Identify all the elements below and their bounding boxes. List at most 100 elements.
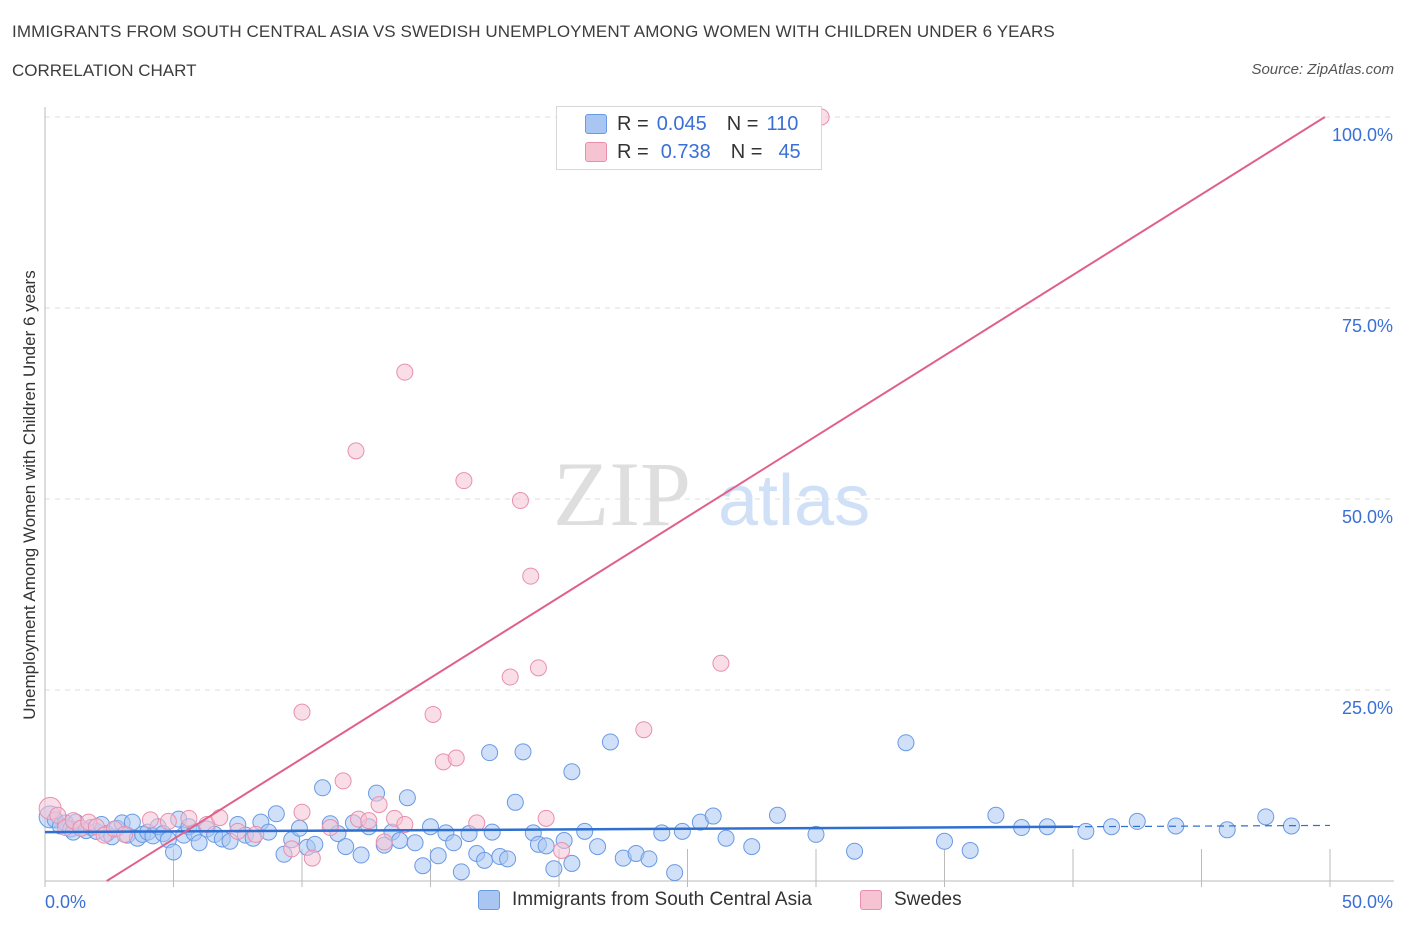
swedes-point-29 (447, 749, 465, 767)
y-axis-label: Unemployment Among Women with Children U… (20, 270, 39, 720)
immigrants-point-77 (545, 860, 563, 878)
swedes-point-1 (49, 806, 67, 824)
series-swedes-points (38, 108, 830, 867)
swedes-point-11 (159, 812, 177, 830)
immigrants-point-98 (936, 832, 953, 850)
swedes-point-43 (396, 363, 414, 381)
swedes-point-20 (321, 819, 339, 837)
immigrants-point-25 (165, 843, 182, 861)
swedes-point-38 (712, 654, 730, 672)
immigrants-point-89 (673, 822, 691, 840)
source-credit: Source: ZipAtlas.com (1251, 61, 1394, 78)
x-tick-label-1: 50.0% (1342, 892, 1393, 912)
swedes-point-41 (455, 472, 473, 490)
trend-lines (44, 116, 1331, 882)
immigrants-point-59 (414, 857, 432, 875)
swedes-point-9 (116, 825, 134, 843)
immigrants-point-97 (897, 734, 915, 752)
legend-n-value: 45 (778, 140, 801, 163)
immigrants-point-56 (391, 832, 409, 850)
immigrants-point-108 (961, 841, 979, 859)
immigrants-point-79 (563, 763, 581, 781)
legend-swatch-pink (585, 142, 607, 162)
swedes-point-25 (375, 833, 393, 851)
immigrants-point-109 (987, 806, 1005, 824)
swedes-point-39 (522, 567, 540, 585)
immigrants-point-57 (398, 789, 416, 807)
immigrants-point-43 (290, 819, 308, 837)
immigrants-point-82 (589, 838, 607, 856)
immigrants-point-67 (475, 851, 493, 869)
legend-item-swedes[interactable]: Swedes (860, 889, 962, 911)
swedes-point-31 (553, 841, 571, 859)
immigrants-point-63 (445, 834, 463, 852)
immigrants-point-40 (267, 805, 285, 823)
immigrants-point-81 (576, 822, 594, 840)
swedes-point-10 (141, 811, 159, 829)
legend-item-immigrants[interactable]: Immigrants from South Central Asia (478, 889, 812, 911)
immigrants-point-64 (452, 863, 470, 881)
immigrants-point-58 (406, 834, 424, 852)
immigrants-point-61 (429, 847, 447, 865)
x-tick-label-0: 0.0% (45, 892, 86, 912)
immigrants-point-88 (666, 864, 684, 882)
swedes-point-17 (283, 840, 301, 858)
immigrants-point-46 (314, 779, 332, 797)
legend-label-swedes: Swedes (894, 889, 962, 910)
immigrants-point-60 (422, 818, 439, 836)
immigrants-point-94 (768, 806, 786, 824)
watermark-atlas: atlas (718, 461, 870, 541)
immigrants-point-103 (1128, 812, 1146, 830)
legend-r-label: R = (617, 140, 649, 163)
swedes-point-36 (501, 668, 519, 686)
legend-label-immigrants: Immigrants from South Central Asia (512, 889, 812, 910)
y-tick-label-3: 100.0% (1332, 125, 1393, 145)
swedes-point-30 (468, 814, 486, 832)
trend-line-immigrants-extension (1072, 824, 1331, 828)
y-tick-label-0: 25.0% (1342, 698, 1393, 718)
axes (44, 107, 1394, 887)
swedes-point-18 (293, 803, 311, 821)
swedes-point-34 (293, 703, 311, 721)
immigrants-point-45 (306, 835, 324, 853)
immigrants-point-87 (653, 824, 671, 842)
swedes-point-37 (529, 659, 547, 677)
y-tick-label-2: 75.0% (1342, 316, 1393, 336)
chart-subtitle: CORRELATION CHART (12, 61, 197, 80)
legend-r-value: 0.045 (656, 112, 707, 135)
immigrants-point-105 (1218, 821, 1236, 839)
swedes-point-27 (396, 815, 414, 833)
immigrants-point-86 (640, 850, 658, 868)
immigrants-point-70 (481, 744, 499, 762)
immigrants-point-95 (807, 825, 825, 843)
legend-n-label: N = (726, 112, 759, 135)
swedes-point-16 (247, 825, 265, 843)
immigrants-point-80 (563, 854, 581, 872)
swedes-point-21 (334, 772, 352, 790)
immigrants-point-51 (352, 846, 370, 864)
series-immigrants-points (38, 733, 1300, 882)
tick-labels: 25.0% 50.0% 75.0% 100.0% 0.0% 50.0% (45, 125, 1393, 912)
immigrants-point-72 (506, 793, 524, 811)
swedes-point-23 (360, 812, 378, 830)
immigrants-point-17 (123, 813, 141, 831)
swedes-point-12 (180, 809, 198, 827)
immigrants-point-30 (190, 834, 208, 852)
watermark-zip: ZIP (553, 443, 691, 545)
swedes-point-33 (635, 721, 653, 739)
legend-swatch-pink (860, 890, 882, 910)
y-tick-label-1: 50.0% (1342, 507, 1393, 527)
swedes-point-35 (424, 705, 442, 723)
legend-row-swedes: R = 0.738 N = 45 (557, 137, 801, 167)
legend-swatch-blue (478, 890, 500, 910)
immigrants-point-49 (337, 838, 355, 856)
immigrants-point-91 (704, 807, 722, 825)
legend-r-label: R = (617, 112, 649, 135)
swedes-point-24 (370, 796, 388, 814)
immigrants-point-73 (514, 743, 532, 761)
immigrants-point-92 (717, 829, 735, 847)
legend-n-value: 110 (766, 112, 799, 135)
grid-lines (45, 116, 1394, 691)
chart-title: IMMIGRANTS FROM SOUTH CENTRAL ASIA VS SW… (12, 22, 1055, 41)
